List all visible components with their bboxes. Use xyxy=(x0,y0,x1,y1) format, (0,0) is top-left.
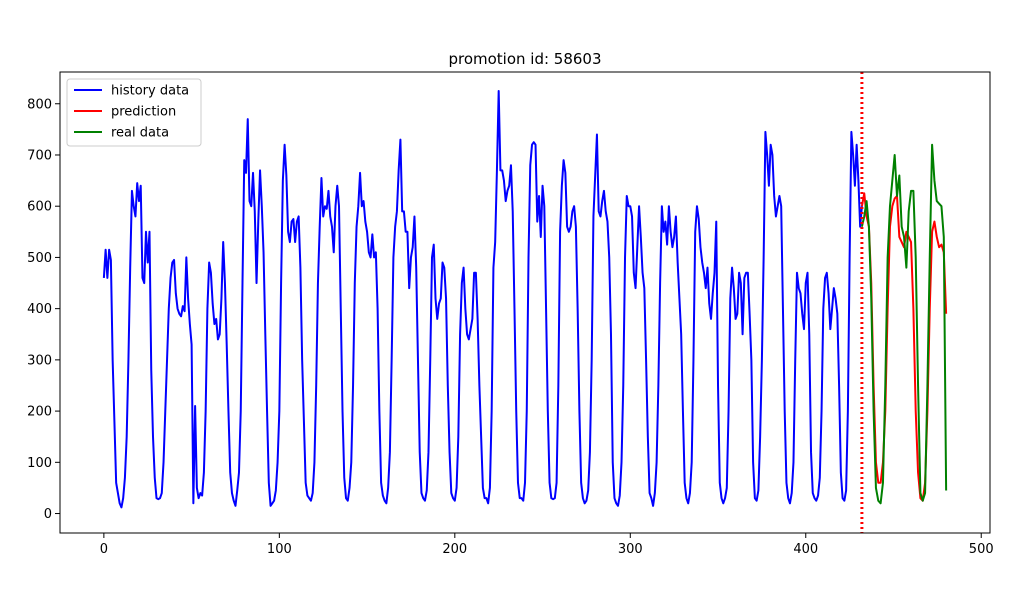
axes: 0 100 200 300 400 500 0 100 200 300 400 500 600 700 80… xyxy=(27,71,994,557)
chart-title: promotion id: 58603 xyxy=(448,50,601,68)
y-tick-label: 0 xyxy=(44,507,52,522)
y-tick-label: 300 xyxy=(27,353,52,368)
y-tick-label: 100 xyxy=(27,456,52,471)
legend-box xyxy=(66,78,202,147)
x-tick-label: 200 xyxy=(442,542,467,557)
series-line-real-data xyxy=(860,143,948,505)
legend-label: real data xyxy=(111,126,169,141)
y-tick-label: 800 xyxy=(27,97,52,112)
plot-frame xyxy=(59,71,991,534)
legend: history data prediction real data xyxy=(66,78,202,147)
y-tick-label: 600 xyxy=(27,200,52,215)
x-tick-label: 100 xyxy=(267,542,292,557)
legend-label: prediction xyxy=(111,105,176,120)
y-tick-label: 700 xyxy=(27,148,52,163)
y-tick-label: 200 xyxy=(27,405,52,420)
x-tick-label: 0 xyxy=(100,542,108,557)
series-line-history-data xyxy=(102,89,863,509)
x-tick-label: 500 xyxy=(969,542,994,557)
legend-label: history data xyxy=(111,84,189,99)
x-tick-label: 400 xyxy=(793,542,818,557)
x-tick-label: 300 xyxy=(618,542,643,557)
y-tick-label: 400 xyxy=(27,302,52,317)
plot-area xyxy=(102,72,948,533)
y-tick-label: 500 xyxy=(27,251,52,266)
